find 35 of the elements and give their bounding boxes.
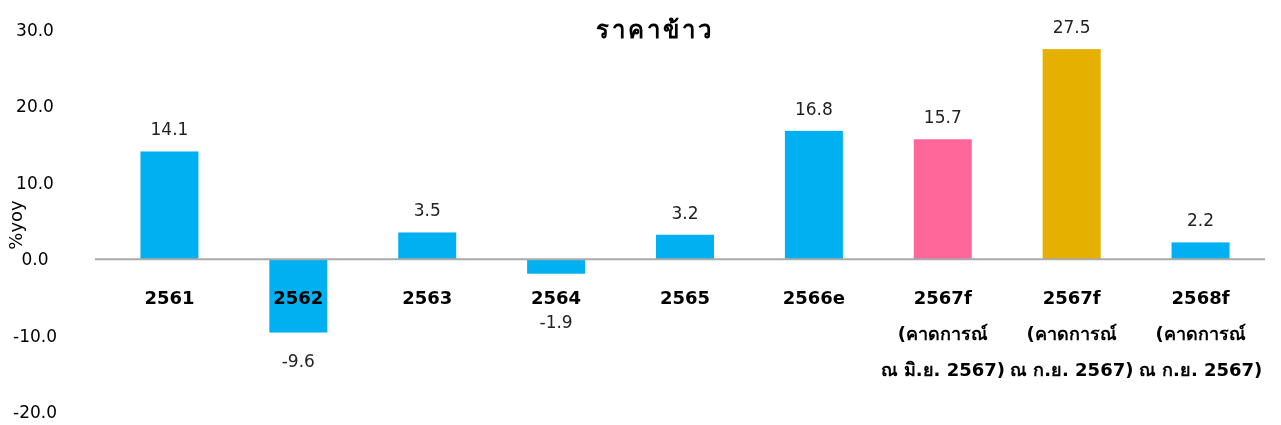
data-label: 2.2 bbox=[1187, 210, 1215, 231]
x-tick-label: 2561 bbox=[144, 287, 195, 308]
y-tick-label: -20.0 bbox=[13, 402, 57, 422]
bar bbox=[1171, 242, 1230, 260]
y-axis-title: %yoy bbox=[5, 199, 26, 250]
x-tick-label: 2565 bbox=[659, 287, 711, 308]
chart-title: ราคาข้าว bbox=[596, 16, 714, 44]
data-label: 3.5 bbox=[413, 200, 441, 221]
x-tick-label: 2563 bbox=[402, 287, 453, 308]
bar bbox=[140, 151, 199, 260]
data-label: 14.1 bbox=[150, 119, 189, 140]
bar bbox=[1042, 49, 1101, 260]
data-label: 3.2 bbox=[671, 202, 699, 223]
x-tick-label: 2568f (คาดการณ์ ณ ก.ย. 2567) bbox=[1138, 287, 1263, 380]
y-tick-label: 20.0 bbox=[16, 96, 54, 117]
y-tick-label: 30.0 bbox=[16, 20, 54, 40]
bar bbox=[398, 232, 457, 260]
data-label: -9.6 bbox=[281, 350, 315, 371]
y-tick-label: 10.0 bbox=[16, 172, 54, 193]
x-tick-label: 2566e bbox=[782, 287, 846, 308]
y-tick-label: -10.0 bbox=[13, 325, 57, 346]
bar bbox=[784, 130, 843, 260]
x-tick-label: 2564 bbox=[531, 287, 582, 308]
bar bbox=[527, 259, 586, 274]
data-label: 15.7 bbox=[923, 107, 962, 128]
data-label: 16.8 bbox=[794, 98, 833, 119]
x-tick-label: 2562 bbox=[273, 287, 324, 308]
bar bbox=[913, 139, 972, 260]
bar bbox=[656, 234, 714, 260]
bar bbox=[269, 259, 328, 333]
data-label: -1.9 bbox=[539, 312, 573, 332]
x-tick-label: 2567f (คาดการณ์ ณ ก.ย. 2567) bbox=[1009, 287, 1134, 380]
data-label: 27.5 bbox=[1052, 17, 1091, 38]
x-tick-label: 2567f (คาดการณ์ ณ มิ.ย. 2567) bbox=[880, 287, 1006, 380]
y-tick-label: 0.0 bbox=[21, 249, 49, 270]
